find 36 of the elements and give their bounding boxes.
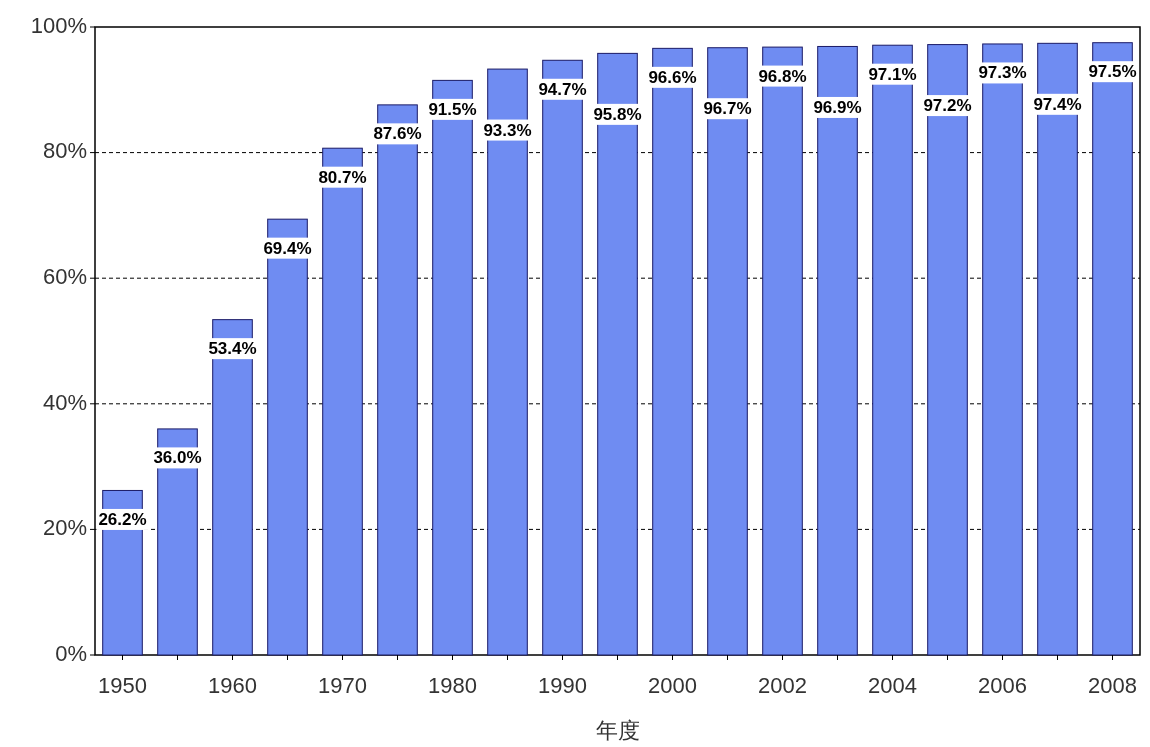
x-axis-title: 年度: [595, 718, 640, 743]
data-label: 26.2%: [98, 509, 147, 529]
y-tick-label: 80%: [42, 138, 87, 164]
x-tick-label: 2008: [1088, 673, 1137, 698]
x-tick-label: 1990: [538, 673, 587, 698]
y-tick-label: 40%: [42, 389, 87, 415]
x-tick-label: 1970: [318, 673, 367, 698]
x-tick-label: 2006: [978, 673, 1027, 698]
data-label: 87.6%: [373, 124, 422, 144]
x-tick-label: 1960: [208, 673, 257, 698]
x-tick-label: 1950: [98, 673, 147, 698]
data-label: 53.4%: [208, 339, 257, 359]
data-label: 36.0%: [153, 448, 202, 468]
data-label: 96.6%: [648, 67, 697, 87]
x-tick-label: 2004: [868, 673, 917, 698]
data-label: 96.8%: [758, 66, 807, 86]
data-label: 94.7%: [538, 79, 587, 99]
y-tick-label: 20%: [42, 515, 87, 541]
y-tick-label: 0%: [55, 640, 87, 666]
y-tick-label: 100%: [30, 12, 87, 38]
x-tick-label: 2000: [648, 673, 697, 698]
data-label: 80.7%: [318, 167, 367, 187]
data-label: 69.4%: [263, 238, 312, 258]
data-label: 91.5%: [428, 99, 477, 119]
data-label: 97.3%: [978, 63, 1027, 83]
x-tick-label: 1980: [428, 673, 477, 698]
data-label: 96.7%: [703, 99, 752, 119]
data-label: 97.4%: [1033, 94, 1082, 114]
x-tick-label: 2002: [758, 673, 807, 698]
y-tick-label: 60%: [42, 264, 87, 290]
data-label: 95.8%: [593, 104, 642, 124]
data-label: 93.3%: [483, 120, 532, 140]
data-label: 97.1%: [868, 64, 917, 84]
data-label: 96.9%: [813, 97, 862, 117]
data-label: 97.5%: [1088, 62, 1137, 82]
data-label: 97.2%: [923, 96, 972, 116]
